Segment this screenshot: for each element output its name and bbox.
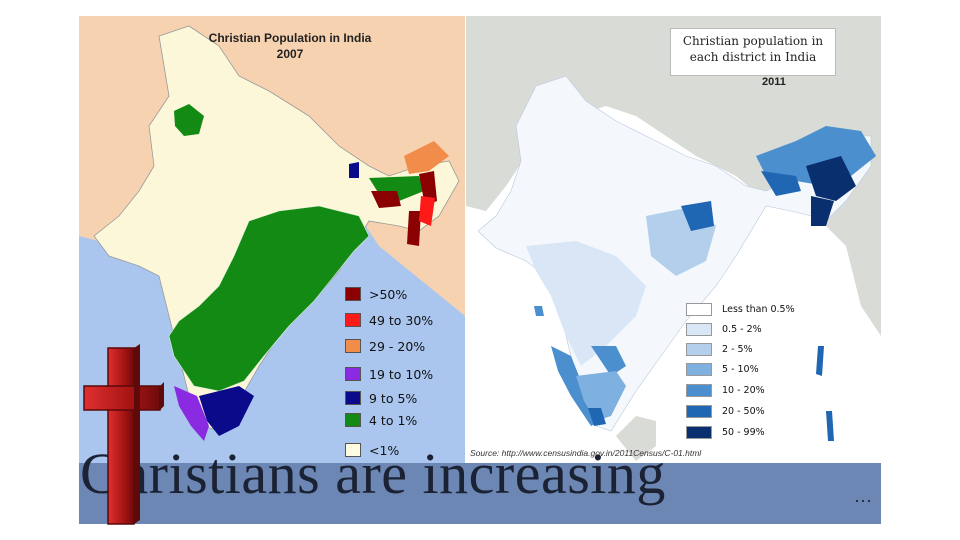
right-legend-item: 50 - 99% <box>686 425 765 440</box>
legend-swatch <box>345 367 361 381</box>
left-region-meghalaya <box>371 191 401 208</box>
legend-swatch <box>345 313 361 327</box>
right-map-source: Source: http://www.censusindia.gov.in/20… <box>470 448 702 458</box>
legend-label: 50 - 99% <box>722 427 765 438</box>
right-map-title: Christian population in each district in… <box>671 33 835 65</box>
legend-label: 20 - 50% <box>722 406 765 417</box>
legend-label: 2 - 5% <box>722 344 753 355</box>
right-region-nicobar <box>826 411 834 441</box>
legend-label: 5 - 10% <box>722 364 759 375</box>
legend-label: >50% <box>369 286 408 302</box>
right-legend-item: 20 - 50% <box>686 404 765 419</box>
right-srilanka <box>616 416 656 461</box>
legend-label: 49 to 30% <box>369 312 434 328</box>
right-legend-item: 0.5 - 2% <box>686 322 762 337</box>
left-map-title: Christian Population in India 2007 <box>205 30 375 62</box>
legend-label: <1% <box>369 442 400 458</box>
left-region-arunachal <box>404 141 449 174</box>
right-region-mizoram <box>811 196 834 226</box>
left-region-sikkim <box>349 162 359 178</box>
left-region-manipur <box>419 196 435 226</box>
legend-swatch <box>345 391 361 405</box>
right-map-title-line1: Christian population in <box>682 34 824 48</box>
right-region-nagaland <box>806 156 856 201</box>
right-region-andhra <box>591 346 626 376</box>
right-region-light-south <box>526 241 646 366</box>
left-region-mizoram <box>407 211 421 246</box>
legend-swatch <box>686 303 712 316</box>
cross-icon <box>83 344 164 525</box>
right-region-kanyakumari <box>588 408 606 426</box>
left-map-title-line2: 2007 <box>276 47 304 61</box>
legend-swatch <box>686 363 712 376</box>
right-legend-item: 10 - 20% <box>686 383 765 398</box>
left-region-tamilnadu <box>199 386 254 436</box>
right-map-year: 2011 <box>762 76 786 88</box>
legend-swatch <box>686 384 712 397</box>
legend-swatch <box>345 287 361 301</box>
legend-swatch <box>686 323 712 336</box>
legend-label: 9 to 5% <box>369 390 418 406</box>
legend-swatch <box>686 343 712 356</box>
banner-ellipsis: … <box>854 486 872 506</box>
title-banner <box>79 463 881 524</box>
right-map-2011 <box>466 16 881 464</box>
right-legend-item: 5 - 10% <box>686 362 759 377</box>
legend-label: Less than 0.5% <box>722 304 795 315</box>
legend-swatch <box>345 443 361 457</box>
left-region-green <box>168 205 370 392</box>
left-legend-item: >50% <box>345 286 407 302</box>
right-region-meghalaya <box>761 171 801 196</box>
left-legend-item: 29 - 20% <box>345 338 425 354</box>
left-legend-item: 9 to 5% <box>345 390 417 406</box>
banner-title: Christians are increasing <box>80 441 666 506</box>
right-legend-item: Less than 0.5% <box>686 302 795 317</box>
right-region-andaman <box>816 346 824 376</box>
legend-swatch <box>345 413 361 427</box>
right-map-title-box: Christian population in each district in… <box>670 28 836 76</box>
left-legend-item: 19 to 10% <box>345 366 433 382</box>
left-legend-item: <1% <box>345 442 399 458</box>
left-map-svg <box>79 16 465 464</box>
left-map-title-line1: Christian Population in India <box>208 31 372 45</box>
left-region-kerala <box>174 386 209 441</box>
legend-swatch <box>345 339 361 353</box>
right-legend-item: 2 - 5% <box>686 342 753 357</box>
left-region-punjab <box>174 104 204 136</box>
legend-label: 4 to 1% <box>369 412 418 428</box>
legend-label: 0.5 - 2% <box>722 324 762 335</box>
right-map-title-line2: each district in India <box>689 50 817 64</box>
legend-label: 10 - 20% <box>722 385 765 396</box>
legend-swatch <box>686 426 712 439</box>
right-map-svg <box>466 16 881 464</box>
right-region-goa <box>534 306 544 316</box>
legend-swatch <box>686 405 712 418</box>
right-region-jharkhand <box>681 201 714 231</box>
left-legend-item: 4 to 1% <box>345 412 417 428</box>
legend-label: 19 to 10% <box>369 366 434 382</box>
left-legend-item: 49 to 30% <box>345 312 433 328</box>
left-map-2007 <box>79 16 465 464</box>
legend-label: 29 - 20% <box>369 338 426 354</box>
